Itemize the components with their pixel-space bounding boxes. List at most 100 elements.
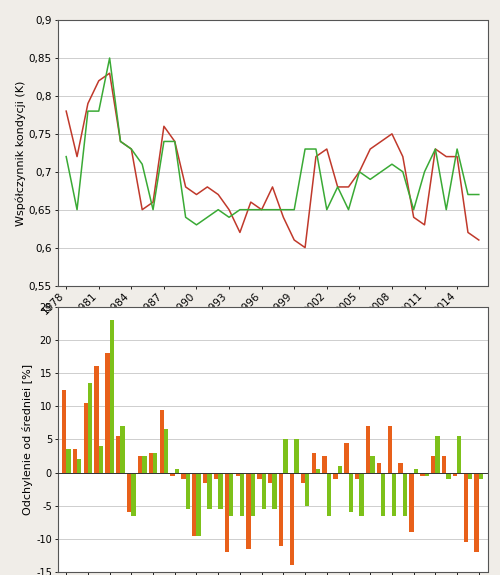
Basen Bornholmski bbox=[378, 138, 384, 145]
Bar bbox=[355, 473, 360, 479]
Line: Basen Bornholmski: Basen Bornholmski bbox=[66, 73, 479, 248]
Bar bbox=[453, 473, 457, 476]
Basen Gdański bbox=[422, 168, 428, 175]
Y-axis label: Współczynnik kondycji (K): Współczynnik kondycji (K) bbox=[16, 80, 26, 225]
Basen Bornholmski bbox=[248, 198, 254, 205]
Basen Bornholmski bbox=[150, 198, 156, 205]
Basen Bornholmski bbox=[367, 145, 373, 152]
Basen Bornholmski bbox=[400, 153, 406, 160]
Bar bbox=[360, 473, 364, 516]
Basen Bornholmski bbox=[465, 229, 471, 236]
Bar bbox=[94, 366, 99, 473]
Basen Gdański bbox=[410, 206, 416, 213]
Basen Bornholmski bbox=[172, 138, 178, 145]
Bar bbox=[106, 353, 110, 473]
Bar bbox=[312, 453, 316, 473]
Bar bbox=[370, 456, 374, 473]
Basen Gdański bbox=[346, 206, 352, 213]
Basen Gdański bbox=[432, 145, 438, 152]
Bar bbox=[414, 469, 418, 473]
Bar bbox=[294, 439, 298, 473]
Basen Gdański bbox=[389, 161, 395, 168]
Bar bbox=[398, 463, 403, 473]
Bar bbox=[251, 473, 255, 516]
Bar bbox=[138, 456, 142, 473]
Basen Gdański bbox=[85, 108, 91, 114]
Basen Gdański bbox=[63, 153, 69, 160]
Bar bbox=[208, 473, 212, 509]
Bar bbox=[431, 456, 436, 473]
Bar bbox=[424, 473, 429, 476]
Bar bbox=[148, 453, 153, 473]
Basen Bornholmski bbox=[389, 131, 395, 137]
Bar bbox=[376, 463, 381, 473]
Basen Gdański bbox=[324, 206, 330, 213]
Bar bbox=[334, 473, 338, 479]
Basen Gdański bbox=[128, 145, 134, 152]
Basen Bornholmski bbox=[346, 183, 352, 190]
Basen Gdański bbox=[161, 138, 167, 145]
Bar bbox=[272, 473, 277, 509]
Basen Bornholmski bbox=[194, 191, 200, 198]
Bar bbox=[446, 473, 450, 479]
Basen Bornholmski bbox=[410, 214, 416, 221]
Basen Bornholmski bbox=[443, 153, 449, 160]
Basen Gdański bbox=[139, 161, 145, 168]
Bar bbox=[203, 473, 207, 482]
Bar bbox=[132, 473, 136, 516]
Bar bbox=[88, 383, 92, 473]
Basen Bornholmski bbox=[237, 229, 243, 236]
Bar bbox=[77, 459, 82, 473]
Basen Bornholmski bbox=[291, 236, 297, 243]
Bar bbox=[420, 473, 424, 476]
Bar bbox=[240, 473, 244, 516]
Bar bbox=[479, 473, 483, 479]
Bar bbox=[116, 436, 120, 473]
Bar bbox=[442, 456, 446, 473]
Basen Bornholmski bbox=[182, 183, 188, 190]
Bar bbox=[229, 473, 234, 516]
Bar bbox=[388, 426, 392, 473]
Bar bbox=[344, 443, 348, 473]
Basen Bornholmski bbox=[139, 206, 145, 213]
Bar bbox=[366, 426, 370, 473]
Bar bbox=[381, 473, 386, 516]
Basen Gdański bbox=[215, 206, 221, 213]
Basen Gdański bbox=[334, 183, 340, 190]
Basen Gdański bbox=[302, 145, 308, 152]
Bar bbox=[410, 473, 414, 532]
Bar bbox=[436, 436, 440, 473]
Basen Gdański bbox=[454, 145, 460, 152]
Basen Bornholmski bbox=[204, 183, 210, 190]
Basen Bornholmski bbox=[74, 153, 80, 160]
Bar bbox=[457, 436, 462, 473]
Basen Gdański bbox=[356, 168, 362, 175]
Bar bbox=[224, 473, 229, 552]
Bar bbox=[170, 473, 175, 476]
Bar bbox=[290, 473, 294, 565]
Basen Bornholmski bbox=[161, 123, 167, 130]
Bar bbox=[182, 473, 186, 479]
Bar bbox=[160, 409, 164, 473]
Basen Gdański bbox=[280, 206, 286, 213]
Basen Gdański bbox=[182, 214, 188, 221]
Bar bbox=[464, 473, 468, 542]
Basen Bornholmski bbox=[270, 183, 276, 190]
Bar bbox=[153, 453, 158, 473]
Basen Bornholmski bbox=[334, 183, 340, 190]
Basen Bornholmski bbox=[128, 145, 134, 152]
Bar bbox=[196, 473, 201, 536]
Basen Bornholmski bbox=[96, 77, 102, 84]
Bar bbox=[316, 469, 320, 473]
Basen Gdański bbox=[150, 206, 156, 213]
X-axis label: Lata: Lata bbox=[258, 319, 287, 331]
Basen Bornholmski bbox=[432, 145, 438, 152]
Bar bbox=[66, 450, 70, 473]
Bar bbox=[62, 390, 66, 473]
Basen Bornholmski bbox=[324, 145, 330, 152]
Bar bbox=[214, 473, 218, 479]
Bar bbox=[218, 473, 222, 509]
Bar bbox=[262, 473, 266, 509]
Basen Bornholmski bbox=[356, 168, 362, 175]
Basen Bornholmski bbox=[215, 191, 221, 198]
